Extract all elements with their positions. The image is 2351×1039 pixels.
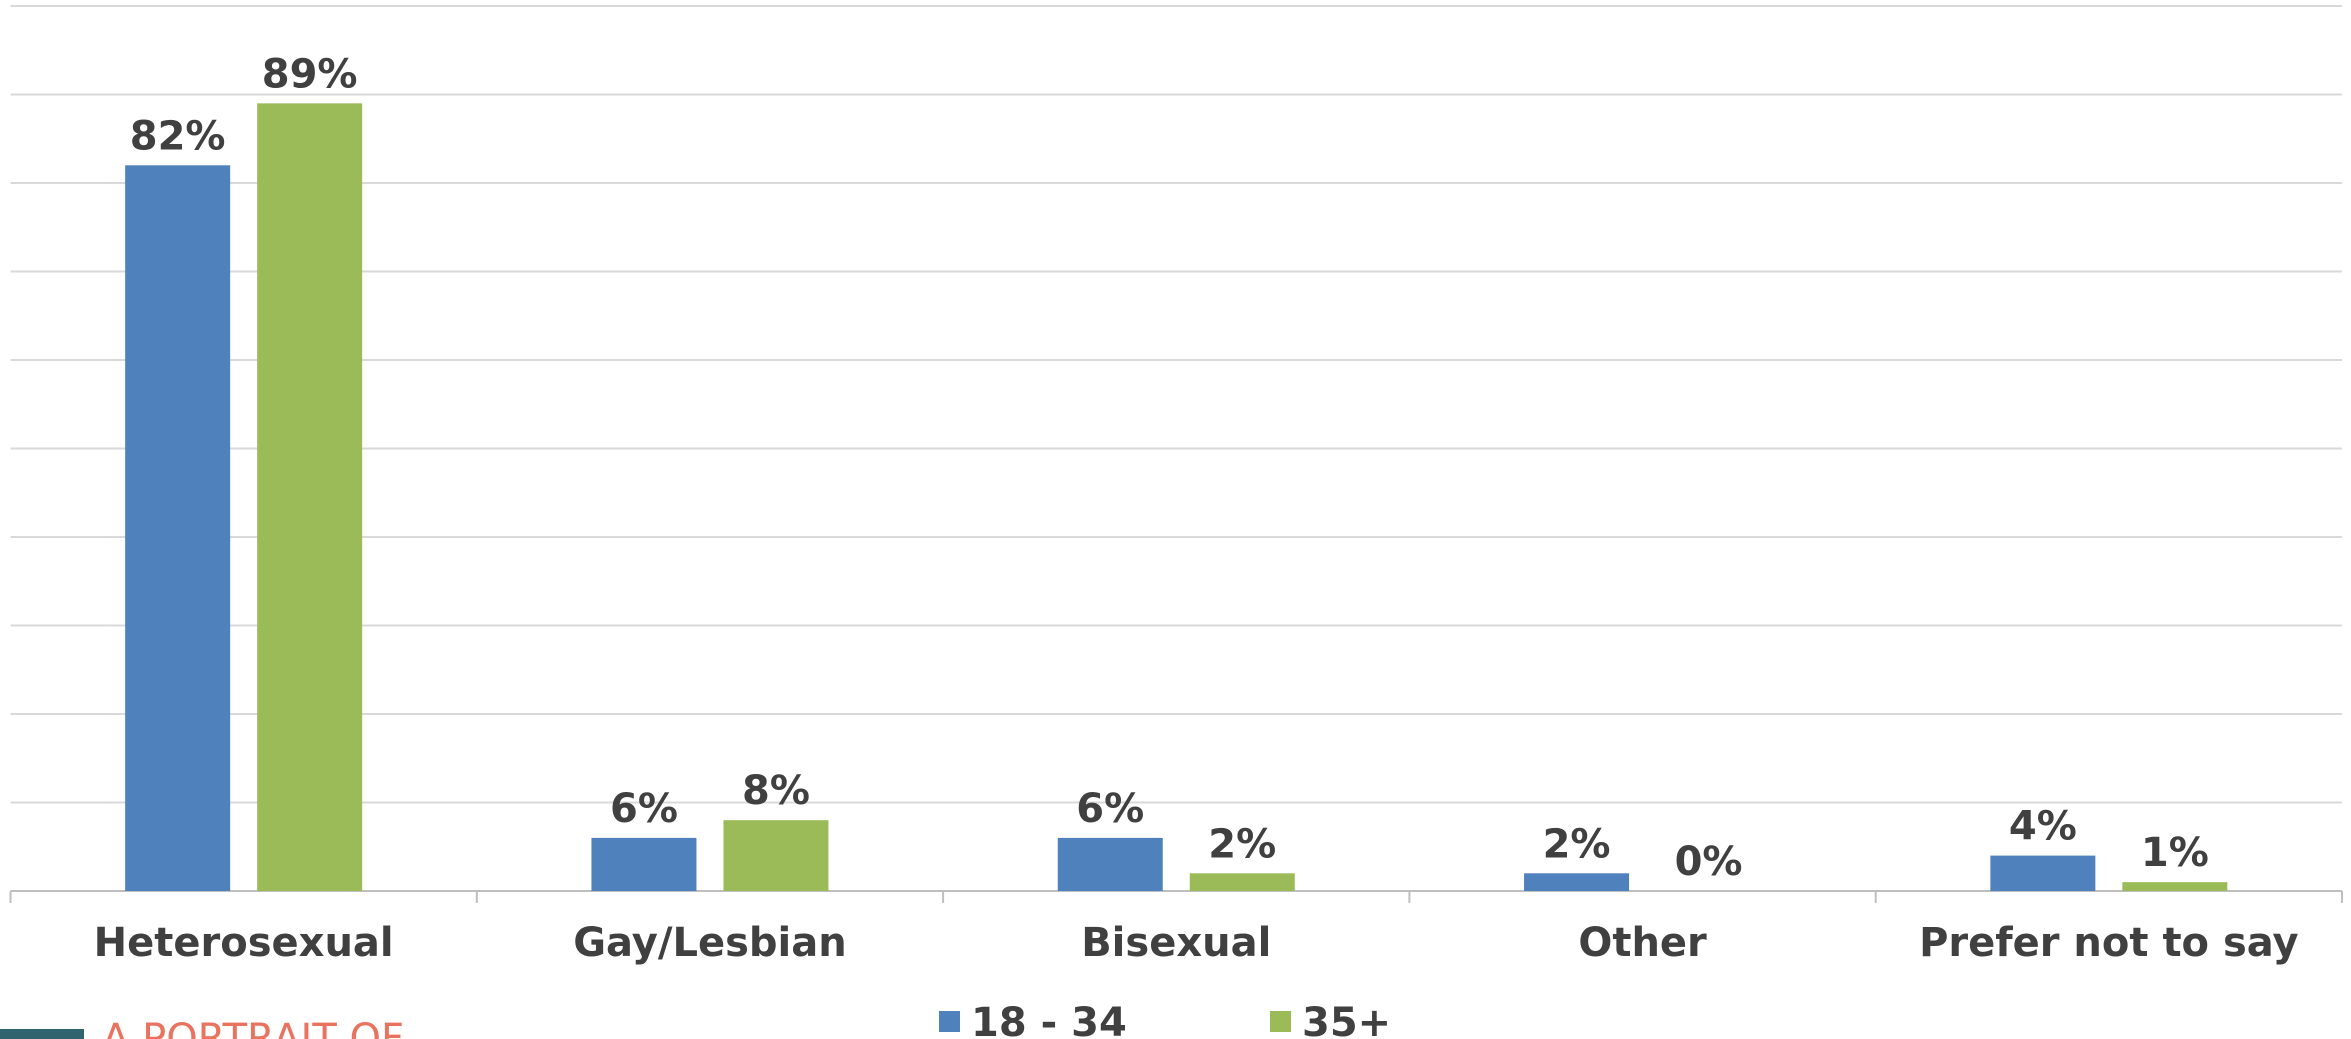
- legend-label: 18 - 34: [971, 1000, 1127, 1039]
- bar: [1189, 873, 1295, 891]
- legend-swatch: [939, 1011, 960, 1032]
- data-label: 6%: [1076, 786, 1144, 832]
- data-label: 0%: [1675, 839, 1743, 885]
- bar: [591, 837, 697, 891]
- bar: [1990, 855, 2096, 891]
- data-label: 4%: [2009, 804, 2077, 850]
- bar: [257, 103, 363, 892]
- data-label: 82%: [130, 113, 226, 159]
- data-label: 6%: [610, 786, 678, 832]
- footer-text: A PORTRAIT OF: [102, 1016, 404, 1039]
- data-label: 89%: [262, 51, 358, 97]
- legend-label: 35+: [1302, 1000, 1391, 1039]
- x-tick-label: Prefer not to say: [1919, 920, 2299, 966]
- bar: [2122, 882, 2228, 891]
- bar: [125, 165, 231, 892]
- bar: [1524, 873, 1630, 891]
- data-label: 1%: [2141, 830, 2209, 876]
- footer-bar: [0, 1029, 84, 1039]
- x-tick-label: Heterosexual: [94, 920, 394, 966]
- x-tick-label: Bisexual: [1081, 920, 1271, 966]
- data-label: 2%: [1543, 821, 1611, 867]
- x-tick-label: Gay/Lesbian: [573, 920, 847, 966]
- data-label: 8%: [742, 768, 810, 814]
- x-tick-label: Other: [1578, 920, 1707, 966]
- data-label: 2%: [1208, 821, 1276, 867]
- bar: [1057, 837, 1163, 891]
- legend-swatch: [1270, 1011, 1291, 1032]
- bar: [723, 820, 829, 891]
